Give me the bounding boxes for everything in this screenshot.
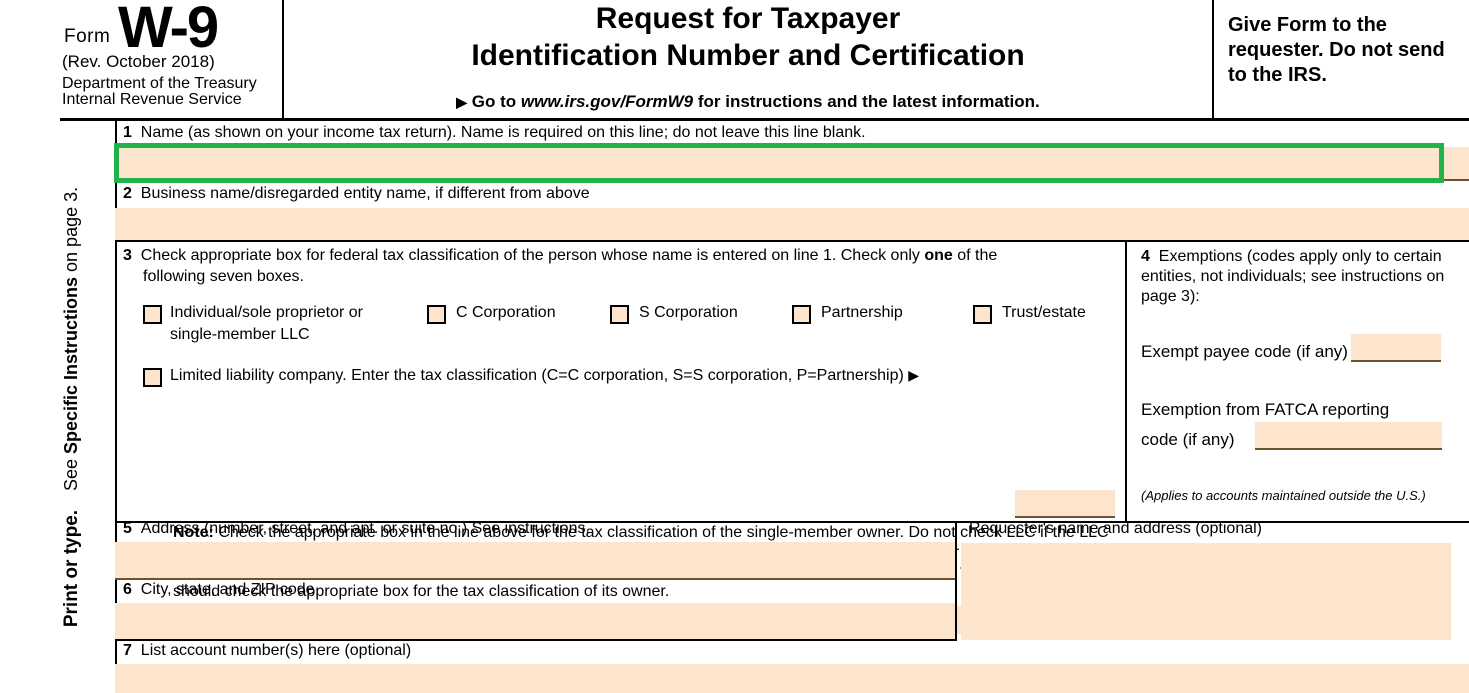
line-4-label-l1: Exemptions (codes apply only to <box>1158 248 1390 265</box>
checkbox-label-s-corporation: S Corporation <box>639 304 738 321</box>
checkbox-label-partnership: Partnership <box>821 304 903 321</box>
form-header: Form W-9 (Rev. October 2018) Department … <box>0 0 1469 120</box>
fatca-label-line-1: Exemption from FATCA reporting <box>1141 400 1390 419</box>
exempt-payee-code-label: Exempt payee code (if any) <box>1141 342 1348 361</box>
note-line-1: Check the appropriate box in the line ab… <box>213 524 1002 541</box>
header-divider-rule <box>60 118 1469 121</box>
note-bold-label: Note: <box>173 524 214 541</box>
line-3-label: 3 Check appropriate box for federal tax … <box>123 247 1113 265</box>
line-5-address-input[interactable] <box>115 542 955 578</box>
checkbox-limited-liability-company[interactable] <box>143 368 162 387</box>
goto-prefix: Go to <box>471 92 521 111</box>
line-3-label-part1: Check appropriate box for federal tax cl… <box>140 247 925 264</box>
checkbox-label-individual-line1: Individual/sole proprietor or <box>170 304 363 321</box>
right-triangle-icon-llc: ▶ <box>908 367 920 383</box>
right-triangle-icon: ▶ <box>456 94 468 110</box>
sidebar-print-or-type: Print or type. See Specific Instructions… <box>60 121 117 693</box>
line-1-name-input[interactable] <box>115 147 1469 179</box>
form-revision-date: (Rev. October 2018) <box>62 52 215 71</box>
requester-block: Requester's name and address (optional) <box>955 520 1469 641</box>
line-3-classification-block: 3 Check appropriate box for federal tax … <box>115 242 1125 634</box>
llc-input-underline <box>1015 516 1115 518</box>
fatca-code-input[interactable] <box>1255 422 1442 448</box>
fatca-label-line-2: code (if any) <box>1141 430 1235 449</box>
line-4-label: 4 Exemptions (codes apply only to certai… <box>1141 247 1463 307</box>
checkbox-c-corporation[interactable] <box>427 305 446 324</box>
form-instructions-link-line: ▶ Go to www.irs.gov/FormW9 for instructi… <box>284 92 1212 112</box>
line-2-business-name-input[interactable] <box>115 208 1469 240</box>
requester-label: Requester's name and address (optional) <box>969 520 1262 537</box>
line-6-label: 6 City, state, and ZIP code <box>123 581 315 599</box>
line-3-number: 3 <box>123 247 132 264</box>
department-line-2: Internal Revenue Service <box>62 91 242 108</box>
header-right-block: Give Form to the requester. Do not send … <box>1212 0 1469 120</box>
sidebar-line-2: See Specific Instructions on page 3. <box>61 187 81 491</box>
line-5-label: 5 Address (number, street, and apt. or s… <box>123 520 590 538</box>
line-4-exemptions-block: 4 Exemptions (codes apply only to certai… <box>1125 242 1469 522</box>
checkbox-label-trust-estate: Trust/estate <box>1002 304 1086 321</box>
requester-name-address-input[interactable] <box>961 543 1451 640</box>
line-5-underline <box>115 578 955 580</box>
checkbox-individual-sole-proprietor[interactable] <box>143 305 162 324</box>
line-5-number: 5 <box>123 520 132 537</box>
exempt-payee-code-underline <box>1351 360 1441 362</box>
line-3-label-bold: one <box>924 247 953 264</box>
line-4-label-l3: instructions on page 3): <box>1141 268 1445 305</box>
line-1-highlight-box <box>114 143 1444 183</box>
line-3-4-bottom-divider <box>115 521 1469 523</box>
sidebar-rotated-text: Print or type. See Specific Instructions… <box>58 122 114 692</box>
checkbox-trust-estate[interactable] <box>973 305 992 324</box>
form-body: 1 Name (as shown on your income tax retu… <box>114 121 1469 693</box>
form-word-label: Form <box>64 26 111 47</box>
form-title-line-2: Identification Number and Certification <box>471 39 1025 72</box>
llc-tax-classification-input[interactable] <box>1015 490 1115 516</box>
checkbox-label-individual-line2: single-member LLC <box>170 326 310 343</box>
line-7-label: 7 List account number(s) here (optional) <box>123 642 411 660</box>
line-7-number: 7 <box>123 642 132 659</box>
line-1-label-text: Name (as shown on your income tax return… <box>140 124 866 141</box>
line-1-label: 1 Name (as shown on your income tax retu… <box>123 124 866 142</box>
line-6-number: 6 <box>123 581 132 598</box>
irs-form-w9-url[interactable]: www.irs.gov/FormW9 <box>520 92 694 111</box>
line-5-label-text: Address (number, street, and apt. or sui… <box>140 520 590 537</box>
line-3-label-line2: following seven boxes. <box>143 268 304 285</box>
sidebar-line-2-suffix: on page 3. <box>61 186 81 277</box>
line-2-label-text: Business name/disregarded entity name, i… <box>140 185 590 202</box>
line-4-number: 4 <box>1141 248 1150 265</box>
checkbox-s-corporation[interactable] <box>610 305 629 324</box>
line-3-label-part2: of the <box>952 247 998 264</box>
line-4-label-l2: certain entities, not individuals; see <box>1141 248 1442 285</box>
fatca-applies-note: (Applies to accounts maintained outside … <box>1141 488 1426 503</box>
sidebar-line-1: Print or type. <box>61 509 82 628</box>
line-7-label-text: List account number(s) here (optional) <box>140 642 412 659</box>
line-6-label-text: City, state, and ZIP code <box>140 581 315 598</box>
form-title-line-1: Request for Taxpayer <box>595 2 901 35</box>
llc-label-text: Limited liability company. Enter the tax… <box>170 367 909 384</box>
line-6-divider <box>115 639 955 641</box>
line-2-number: 2 <box>123 185 132 202</box>
line-1-number: 1 <box>123 124 132 141</box>
checkbox-label-llc: Limited liability company. Enter the tax… <box>170 367 919 385</box>
form-number-title: W-9 <box>118 0 219 60</box>
line-7-account-numbers-input[interactable] <box>115 664 1469 693</box>
goto-suffix: for instructions and the latest informat… <box>693 92 1040 111</box>
department-line-1: Department of the Treasury <box>62 75 257 92</box>
checkbox-partnership[interactable] <box>792 305 811 324</box>
exempt-payee-code-input[interactable] <box>1351 334 1441 360</box>
line-2-label: 2 Business name/disregarded entity name,… <box>123 185 590 203</box>
line-2-divider <box>115 240 1469 242</box>
header-left-block: Form W-9 (Rev. October 2018) Department … <box>60 0 282 120</box>
sidebar-line-2-prefix: See <box>61 454 81 492</box>
give-form-note: Give Form to the requester. Do not send … <box>1228 14 1445 86</box>
line-6-city-state-zip-input[interactable] <box>115 603 955 639</box>
fatca-code-underline <box>1255 448 1442 450</box>
sidebar-line-2-bold: Specific Instructions <box>61 276 81 455</box>
checkbox-label-c-corporation: C Corporation <box>456 304 556 321</box>
header-title-block: Request for Taxpayer Identification Numb… <box>282 0 1214 120</box>
